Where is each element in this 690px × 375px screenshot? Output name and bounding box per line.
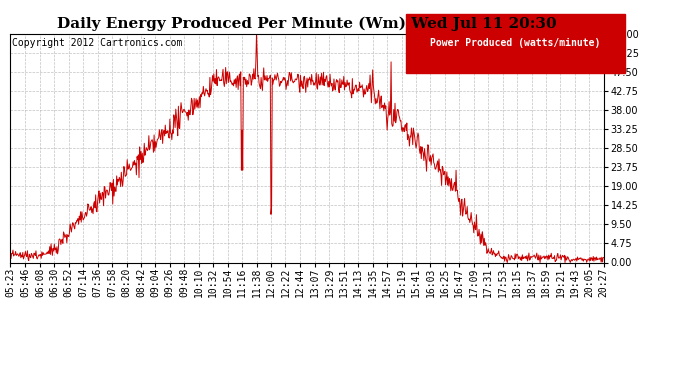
- Title: Daily Energy Produced Per Minute (Wm) Wed Jul 11 20:30: Daily Energy Produced Per Minute (Wm) We…: [57, 17, 557, 31]
- Text: Power Produced (watts/minute): Power Produced (watts/minute): [431, 38, 601, 48]
- Text: Copyright 2012 Cartronics.com: Copyright 2012 Cartronics.com: [12, 38, 182, 48]
